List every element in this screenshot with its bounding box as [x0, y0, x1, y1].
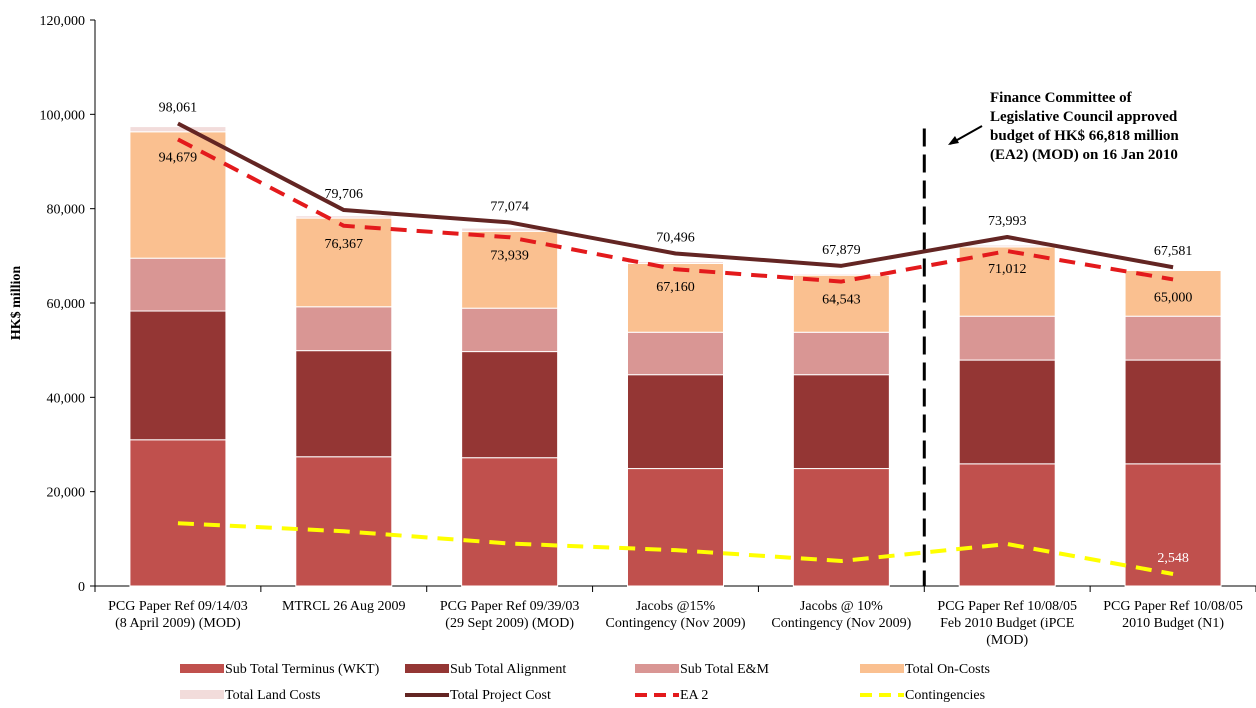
bar-segment [129, 439, 227, 587]
bar-segment [1124, 269, 1222, 271]
total-cost-label: 79,706 [325, 187, 364, 202]
bar-segment [461, 351, 559, 459]
legend-swatch [860, 664, 904, 673]
bar-segment [792, 273, 890, 276]
bar-segment [129, 257, 227, 312]
category-label: (29 Sept 2009) (MOD) [445, 616, 574, 631]
bar-segment [958, 463, 1056, 587]
annotation-text: (EA2) (MOD) on 16 Jan 2010 [990, 147, 1178, 163]
ea2-label: 73,939 [490, 248, 529, 263]
category-label: Jacobs @ 10% [800, 599, 883, 614]
total-cost-label: 67,581 [1154, 244, 1193, 259]
y-tick-label: 60,000 [47, 297, 86, 312]
bar-segment [792, 374, 890, 470]
bar-segment [129, 310, 227, 441]
category-labels: PCG Paper Ref 09/14/03 (8 April 2009) (MO… [108, 599, 1243, 648]
bar-segment [627, 468, 724, 587]
data-labels: 98,061 79,706 77,074 70,496 67,879 73,993 67,5… [159, 100, 1193, 566]
bar-segment [129, 131, 227, 259]
line-series [177, 121, 1174, 576]
bar-segment [461, 230, 559, 309]
bar-segment [958, 359, 1056, 465]
annotation-arrowhead [948, 136, 959, 145]
legend-label: Total Land Costs [225, 688, 320, 703]
bar-segment [958, 315, 1056, 361]
y-tick-label: 100,000 [40, 108, 86, 123]
legend-swatch [180, 690, 224, 699]
bar-segment [1124, 463, 1222, 587]
y-tick-label: 120,000 [40, 14, 86, 29]
category-label: Contingency (Nov 2009) [771, 616, 911, 631]
legend: Sub Total Terminus (WKT) Sub Total Alignm… [180, 662, 990, 703]
ea2-label: 94,679 [159, 150, 198, 165]
legend-label: Contingencies [905, 688, 985, 703]
category-label: Contingency (Nov 2009) [606, 616, 746, 631]
y-tick-label: 80,000 [47, 203, 86, 218]
bar-segment [461, 457, 559, 587]
bar-segment [1124, 315, 1222, 361]
legend-swatch [180, 664, 224, 673]
total-cost-label: 77,074 [490, 199, 529, 214]
contingency-label: 2,548 [1157, 551, 1189, 566]
category-label: PCG Paper Ref 09/14/03 [108, 599, 248, 614]
series-line [177, 121, 1174, 270]
category-label: (8 April 2009) (MOD) [115, 616, 241, 631]
legend-label: Sub Total Terminus (WKT) [225, 662, 380, 677]
category-label: Feb 2010 Budget (iPCE [940, 616, 1074, 631]
bar-segment [792, 274, 890, 333]
bar-segment [792, 468, 890, 587]
total-cost-label: 67,879 [822, 243, 861, 258]
total-cost-label: 73,993 [988, 214, 1027, 229]
y-tick-label: 20,000 [47, 486, 86, 501]
category-label: PCG Paper Ref 10/08/05 [937, 599, 1077, 614]
bar-segment [627, 374, 724, 470]
category-label: PCG Paper Ref 10/08/05 [1103, 599, 1243, 614]
stacked-bars [129, 126, 1222, 587]
legend-swatch [635, 664, 679, 673]
bar-segment [792, 331, 890, 376]
category-label: (MOD) [986, 633, 1028, 648]
legend-label: EA 2 [680, 688, 708, 703]
ea2-label: 64,543 [822, 293, 861, 308]
total-cost-label: 70,496 [656, 230, 695, 245]
bar-segment [1124, 359, 1222, 465]
annotation: Finance Committee of Legislative Council … [948, 90, 1179, 163]
annotation-text: budget of HK$ 66,818 million [990, 128, 1179, 144]
category-label: Jacobs @15% [636, 599, 716, 614]
legend-label: Sub Total Alignment [450, 662, 566, 677]
bar-segment [295, 306, 393, 352]
ea2-label: 71,012 [988, 262, 1027, 277]
bar-segment [295, 350, 393, 458]
bar-segment [295, 456, 393, 587]
bar-segment [627, 260, 724, 264]
category-label: MTRCL 26 Aug 2009 [282, 599, 406, 614]
y-tick-label: 0 [78, 580, 85, 595]
bar-segment [461, 307, 559, 353]
category-label: PCG Paper Ref 09/39/03 [440, 599, 580, 614]
legend-swatch [405, 664, 449, 673]
ea2-label: 65,000 [1154, 290, 1193, 305]
ea2-label: 76,367 [325, 237, 364, 252]
annotation-text: Legislative Council approved [990, 109, 1178, 125]
series-line [177, 521, 1174, 576]
bar-segment [958, 244, 1056, 248]
y-tick-label: 40,000 [47, 391, 86, 406]
ea2-label: 67,160 [656, 280, 695, 295]
category-label: 2010 Budget (N1) [1122, 616, 1224, 631]
bar-segment [129, 126, 227, 133]
series-line [177, 137, 1174, 284]
legend-label: Sub Total E&M [680, 662, 770, 677]
axes: 0 20,000 40,000 60,000 80,000 100,000 120,000 H… [9, 14, 1256, 595]
bar-segment [627, 331, 724, 376]
legend-label: Total On-Costs [905, 662, 990, 677]
total-cost-label: 98,061 [159, 100, 198, 115]
bar-segment [295, 217, 393, 308]
annotation-text: Finance Committee of [990, 90, 1133, 106]
bar-segment [295, 215, 393, 219]
legend-label: Total Project Cost [450, 688, 551, 703]
y-axis-title: HK$ million [9, 266, 24, 341]
